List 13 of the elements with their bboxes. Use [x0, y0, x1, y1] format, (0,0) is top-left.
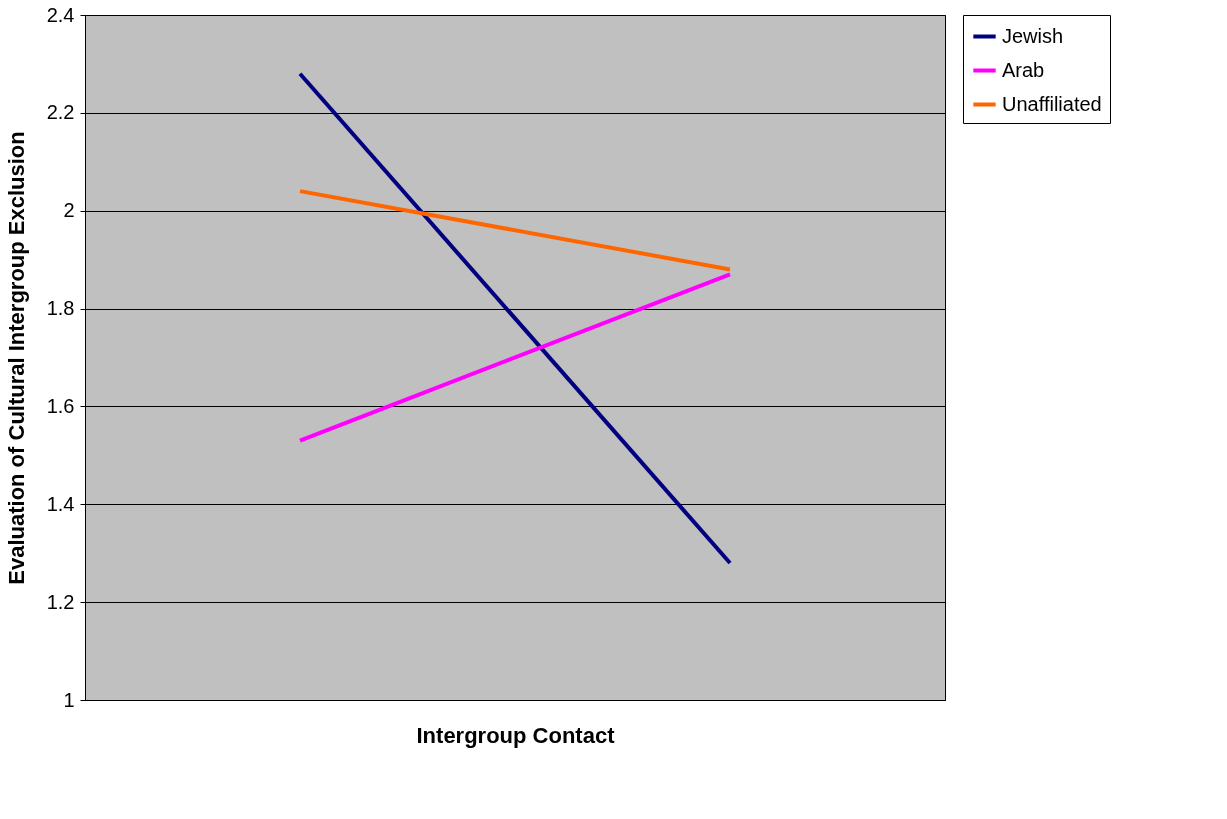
y-tick-label: 1: [63, 688, 75, 711]
y-tick-label: 1.6: [46, 394, 75, 417]
y-tick-label: 2.4: [46, 3, 75, 26]
y-axis-title: Evaluation of Cultural Intergroup Exclusion: [3, 131, 29, 585]
legend-label: Unaffiliated: [1002, 92, 1102, 115]
y-tick-label: 2: [63, 199, 75, 222]
y-tick-label: 1.4: [46, 492, 75, 515]
y-tick-label: 2.2: [46, 101, 75, 124]
y-tick-label: 1.2: [46, 590, 75, 613]
legend-label: Arab: [1002, 58, 1045, 81]
x-axis-title: Intergroup Contact: [416, 722, 616, 748]
y-tick-label: 1.8: [46, 297, 75, 320]
legend-label: Jewish: [1002, 24, 1064, 47]
